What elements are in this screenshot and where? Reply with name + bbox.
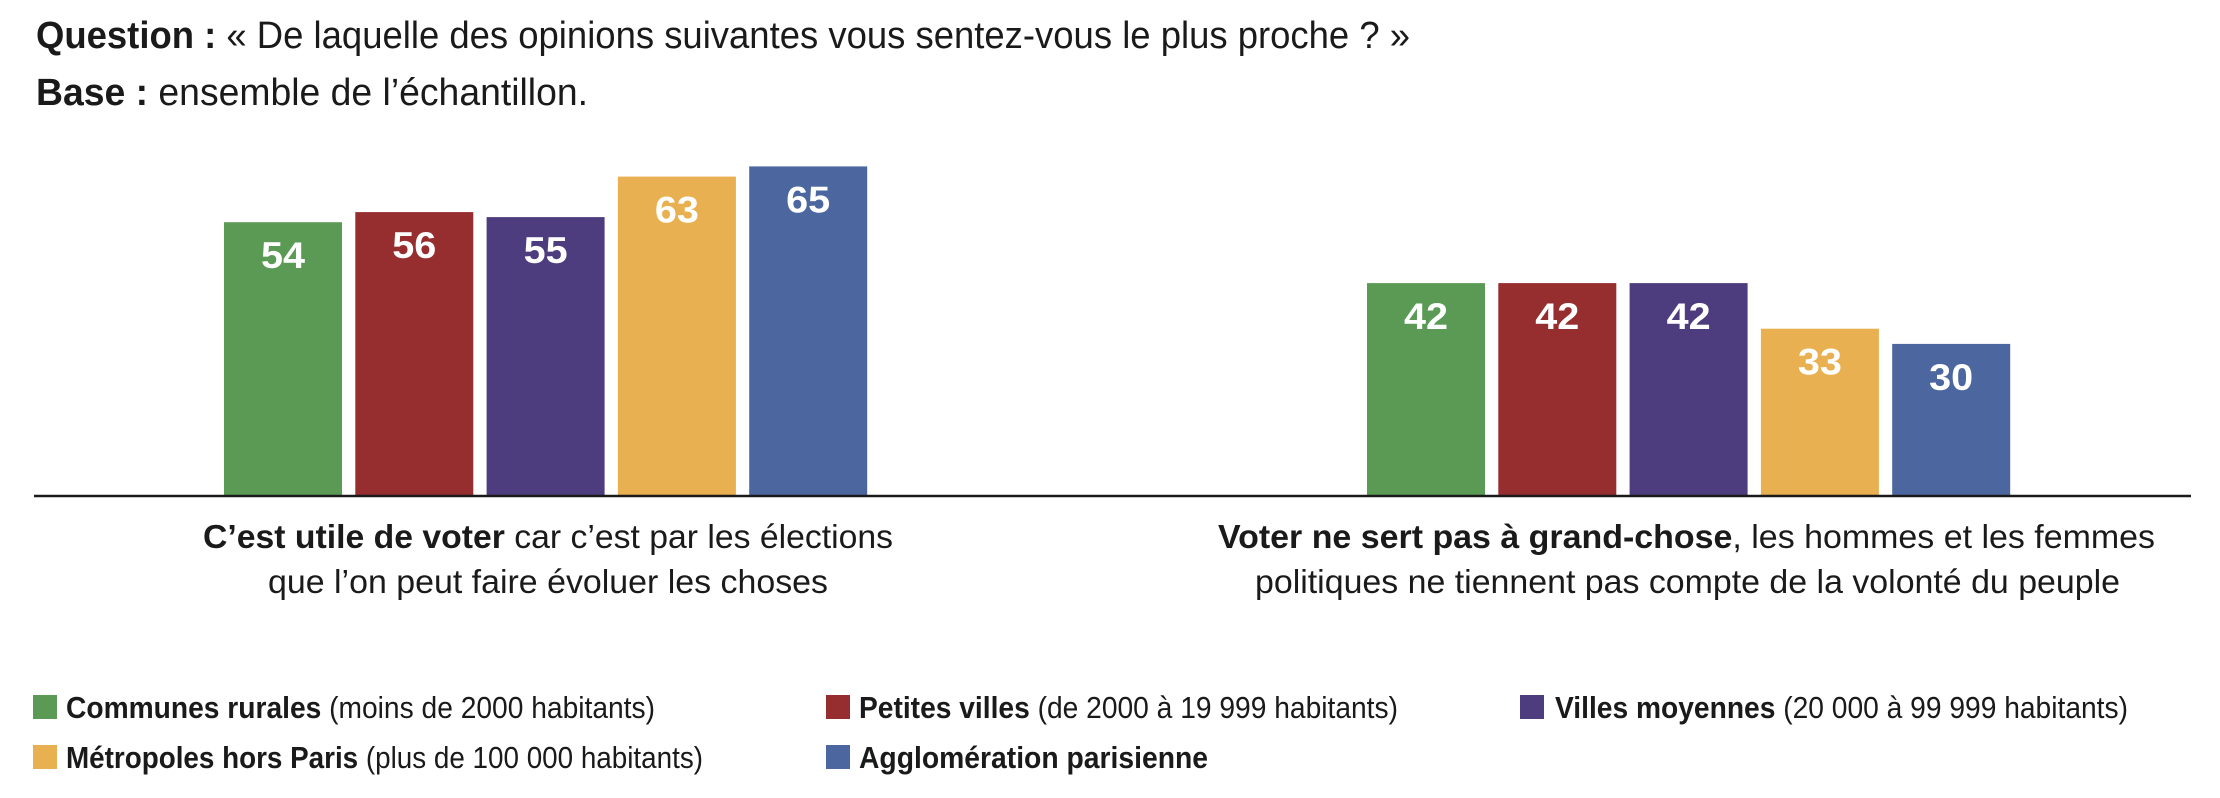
value-label-communes-rurales-category-2: 42 [1404, 296, 1448, 337]
legend-item-agglomeration-parisienne: Agglomération parisienne [826, 740, 1208, 775]
legend-item-communes-rurales: Communes rurales (moins de 2000 habitant… [33, 690, 655, 725]
legend-swatch-communes-rurales [33, 695, 57, 719]
question-label: Question : [36, 15, 216, 57]
bar-agglomeration-parisienne-category-1 [749, 166, 868, 496]
value-label-agglomeration-parisienne-category-1: 65 [786, 179, 830, 220]
legend-label-metropoles-hors-paris: Métropoles hors Paris (plus de 100 000 h… [66, 740, 703, 775]
bar-agglomeration-parisienne-category-2 [1892, 343, 2011, 496]
legend-name: Agglomération parisienne [859, 740, 1208, 775]
legend-detail: (de 2000 à 19 999 habitants) [1030, 690, 1398, 725]
legend-item-metropoles-hors-paris: Métropoles hors Paris (plus de 100 000 h… [33, 740, 703, 775]
category-1-bold: C’est utile de voter [203, 518, 505, 555]
legend-detail: (plus de 100 000 habitants) [358, 740, 703, 775]
value-label-petites-villes-category-1: 56 [392, 225, 436, 266]
legend-name: Métropoles hors Paris [66, 740, 358, 775]
question-text: « De laquelle des opinions suivantes vou… [216, 15, 1410, 57]
question-line: Question : « De laquelle des opinions su… [36, 15, 1410, 57]
legend-item-villes-moyennes: Villes moyennes (20 000 à 99 999 habitan… [1520, 690, 2128, 725]
bar-petites-villes-category-2 [1498, 283, 1617, 496]
bar-metropoles-hors-paris-category-1 [617, 176, 736, 496]
legend-label-villes-moyennes: Villes moyennes (20 000 à 99 999 habitan… [1555, 690, 2128, 725]
legend-name: Communes rurales [66, 690, 321, 725]
legend-item-petites-villes: Petites villes (de 2000 à 19 999 habitan… [826, 690, 1398, 725]
bar-metropoles-hors-paris-category-2 [1760, 328, 1879, 496]
legend-label-communes-rurales: Communes rurales (moins de 2000 habitant… [66, 690, 655, 725]
value-label-metropoles-hors-paris-category-2: 33 [1798, 342, 1842, 383]
legend-name: Petites villes [859, 690, 1030, 725]
bar-communes-rurales-category-2 [1367, 283, 1485, 496]
value-label-villes-moyennes-category-1: 55 [524, 230, 568, 271]
legend-detail: (20 000 à 99 999 habitants) [1775, 690, 2128, 725]
value-label-communes-rurales-category-1: 54 [261, 235, 305, 276]
bars-layer: 54 56 55 63 65 42 42 42 33 30 [224, 166, 2011, 496]
base-label: Base : [36, 72, 148, 114]
category-label-2-line-1: Voter ne sert pas à grand-chose, les hom… [1218, 518, 2155, 555]
base-line: Base : ensemble de l’échantillon. [36, 72, 588, 114]
legend-name: Villes moyennes [1555, 690, 1775, 725]
legend-label-agglomeration-parisienne: Agglomération parisienne [859, 740, 1208, 775]
legend: Communes rurales (moins de 2000 habitant… [33, 690, 2128, 775]
legend-swatch-petites-villes [826, 695, 850, 719]
category-1-rest: car c’est par les élections [505, 518, 893, 555]
category-2-bold: Voter ne sert pas à grand-chose [1218, 518, 1732, 555]
category-label-2-line-2: politiques ne tiennent pas compte de la … [1255, 563, 2120, 600]
category-label-1-line-2: que l’on peut faire évoluer les choses [268, 563, 828, 600]
bar-communes-rurales-category-1 [224, 222, 342, 496]
value-label-villes-moyennes-category-2: 42 [1667, 296, 1711, 337]
base-text: ensemble de l’échantillon. [148, 72, 588, 114]
value-label-petites-villes-category-2: 42 [1535, 296, 1579, 337]
bar-villes-moyennes-category-2 [1629, 283, 1748, 496]
legend-swatch-metropoles-hors-paris [33, 745, 57, 769]
bar-petites-villes-category-1 [355, 212, 474, 496]
category-label-1-line-1: C’est utile de voter car c’est par les é… [203, 518, 893, 555]
bar-villes-moyennes-category-1 [486, 217, 605, 496]
legend-swatch-villes-moyennes [1520, 695, 1544, 719]
legend-detail: (moins de 2000 habitants) [321, 690, 655, 725]
legend-swatch-agglomeration-parisienne [826, 745, 850, 769]
legend-label-petites-villes: Petites villes (de 2000 à 19 999 habitan… [859, 690, 1398, 725]
value-label-metropoles-hors-paris-category-1: 63 [655, 190, 699, 231]
value-label-agglomeration-parisienne-category-2: 30 [1929, 357, 1973, 398]
category-2-rest: , les hommes et les femmes [1732, 518, 2155, 555]
